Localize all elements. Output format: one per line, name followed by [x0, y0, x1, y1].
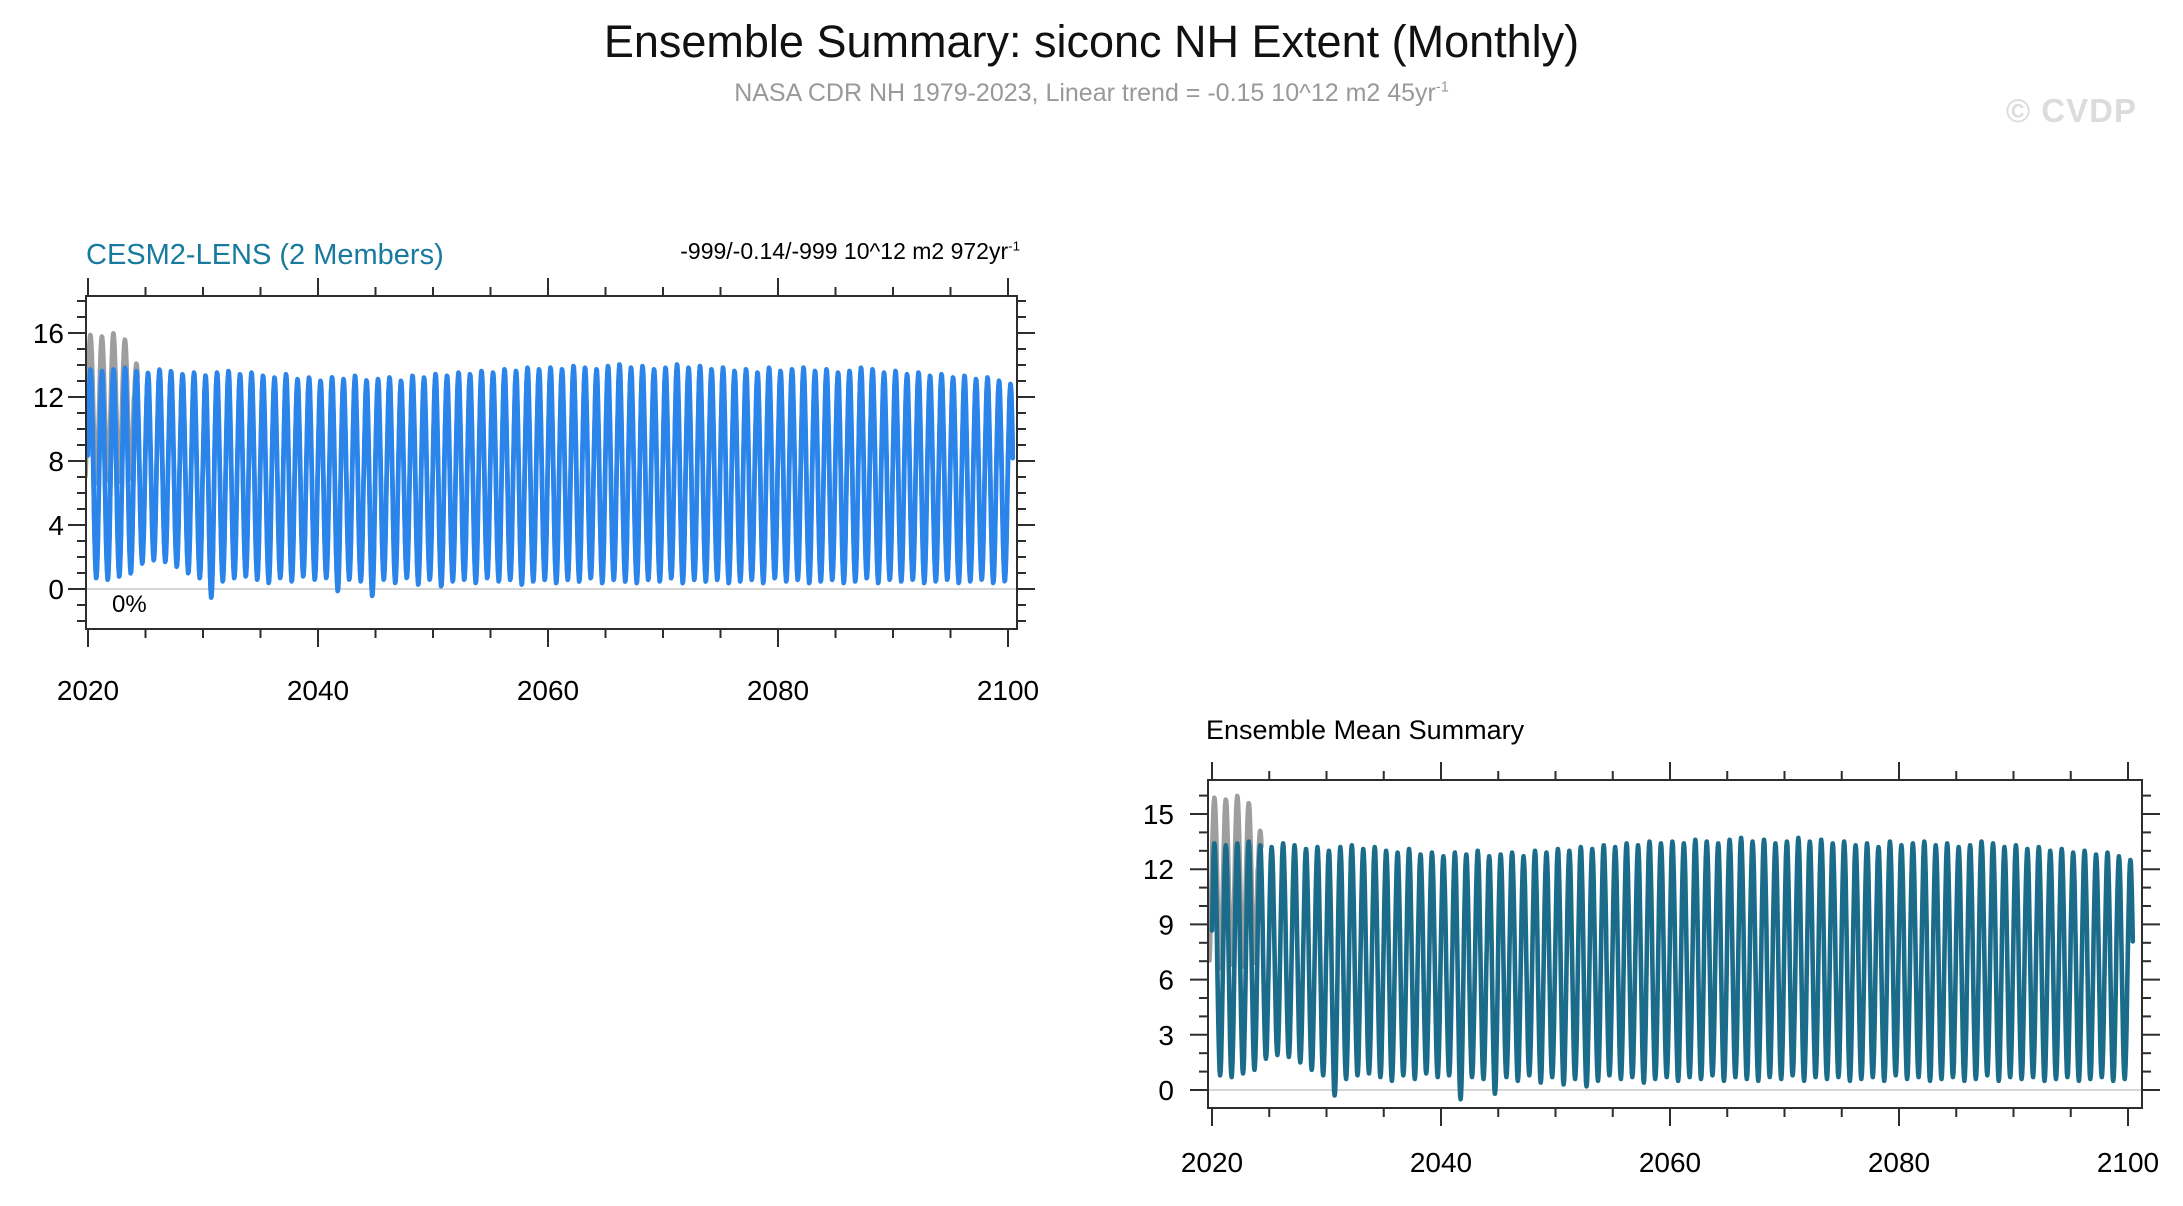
y-axis-tick-label: 12 [1143, 854, 1174, 885]
y-axis-tick-label: 0 [1158, 1075, 1174, 1106]
y-axis-tick-label: 8 [48, 446, 64, 477]
series-cesm2-lens-ensemble-members [86, 362, 1016, 600]
x-axis-tick-label: 2060 [517, 675, 579, 706]
x-axis-tick-label: 2100 [977, 675, 1039, 706]
axis-ticks [1190, 762, 2160, 1126]
chart2-title: Ensemble Mean Summary [1206, 715, 1525, 745]
chart-ensmean: 0 3 6 9 12 15 2020 2040 2060 2080 2100 [1143, 762, 2160, 1178]
chart1-trend-label: -999/-0.14/-999 10^12 m2 972yr-1 [680, 238, 1020, 265]
y-axis-tick-label: 15 [1143, 799, 1174, 830]
axis-tick-labels: 0 4 8 12 16 2020 2040 2060 2080 2100 [33, 318, 1039, 706]
axis-ticks [68, 278, 1035, 647]
page-title: Ensemble Summary: siconc NH Extent (Mont… [603, 16, 1580, 67]
chart-cesm2: 0 4 8 12 16 2020 2040 2060 2080 2100 0% [33, 278, 1039, 706]
x-axis-tick-label: 2020 [1181, 1147, 1243, 1178]
x-axis-tick-label: 2080 [1868, 1147, 1930, 1178]
x-axis-tick-label: 2040 [287, 675, 349, 706]
y-axis-tick-label: 16 [33, 318, 64, 349]
x-axis-tick-label: 2100 [2097, 1147, 2159, 1178]
page-subtitle-text: NASA CDR NH 1979-2023, Linear trend = -0… [734, 79, 1436, 107]
chart1-trend-text: -999/-0.14/-999 10^12 m2 972yr [680, 238, 1009, 264]
plot-frame [1207, 779, 2143, 1109]
y-axis-tick-label: 9 [1158, 909, 1174, 940]
axis-tick-labels: 0 3 6 9 12 15 2020 2040 2060 2080 2100 [1143, 799, 2159, 1178]
chart1-trend-superscript: -1 [1008, 238, 1020, 254]
y-axis-tick-label: 6 [1158, 965, 1174, 996]
cvdp-watermark: © CVDP [2005, 92, 2137, 129]
zero-percent-label: 0% [112, 591, 147, 618]
chart1-title: CESM2-LENS (2 Members) [86, 239, 444, 271]
series-ensemble-mean [1209, 835, 2136, 1102]
x-axis-tick-label: 2080 [747, 675, 809, 706]
y-axis-tick-label: 4 [48, 510, 64, 541]
page-subtitle: NASA CDR NH 1979-2023, Linear trend = -0… [0, 79, 2183, 108]
x-axis-tick-label: 2060 [1639, 1147, 1701, 1178]
x-axis-tick-label: 2020 [57, 675, 119, 706]
plot-frame [85, 295, 1018, 630]
y-axis-tick-label: 12 [33, 382, 64, 413]
y-axis-tick-label: 3 [1158, 1020, 1174, 1051]
y-axis-tick-label: 0 [48, 574, 64, 605]
page-subtitle-superscript: -1 [1435, 79, 1449, 96]
x-axis-tick-label: 2040 [1410, 1147, 1472, 1178]
